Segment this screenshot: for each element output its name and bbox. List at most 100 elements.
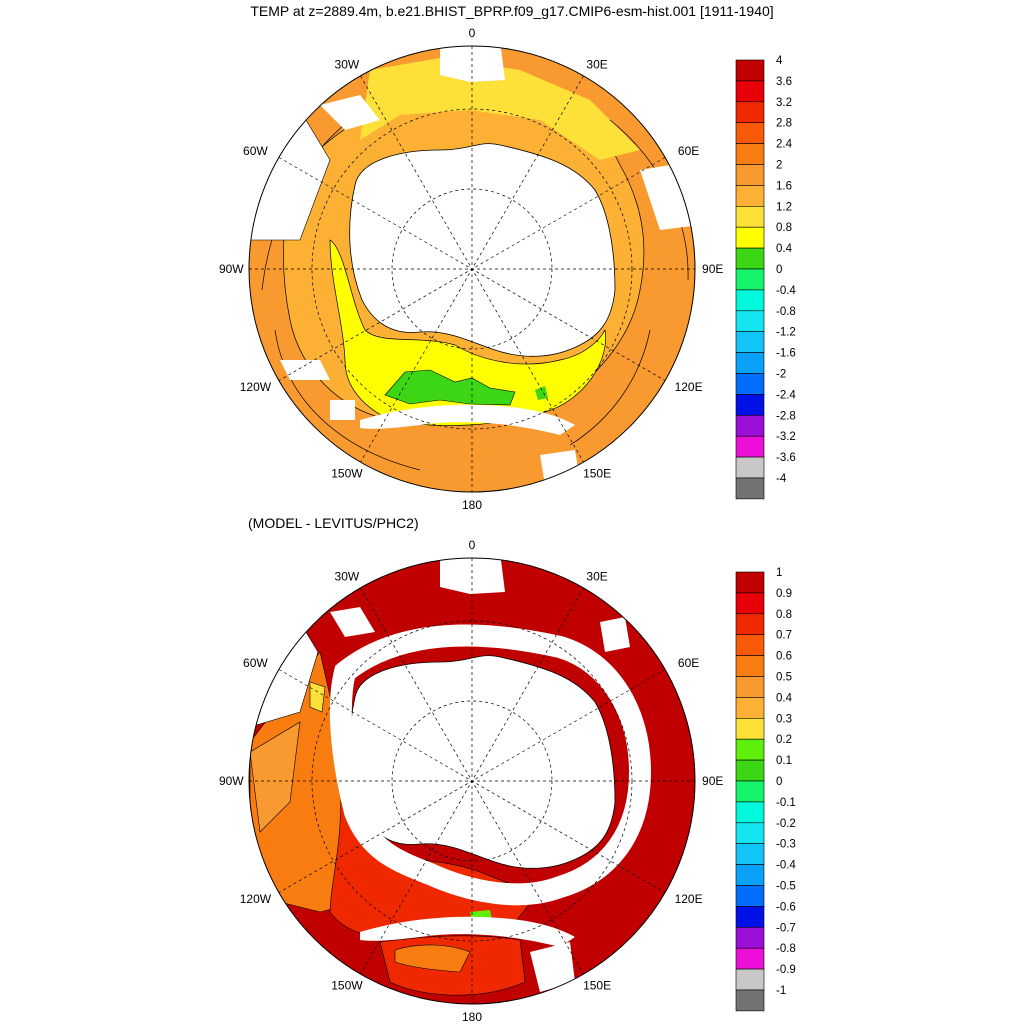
colorbar-swatch: [735, 331, 765, 353]
colorbar-tick-label: 0.3: [776, 713, 792, 725]
colorbar-swatch: [735, 864, 765, 886]
africa-land: [440, 558, 505, 594]
colorbar-tick-label: -2.8: [776, 410, 796, 422]
colorbar-tick-label: -0.8: [776, 306, 796, 318]
colorbar-swatch: [735, 989, 765, 1012]
colorbar-tick-label: -0.6: [776, 901, 796, 913]
longitude-label: 90E: [702, 774, 723, 788]
colorbar-tick-label: 2.8: [776, 118, 792, 130]
longitude-label: 90W: [219, 774, 244, 788]
longitude-label: 60E: [678, 144, 699, 158]
colorbar-tick-label: -0.8: [776, 943, 796, 955]
pacific-gap-3: [330, 400, 355, 420]
colorbar-tick-label: 2.4: [776, 139, 793, 151]
difference-title: (MODEL - LEVITUS/PHC2): [248, 515, 419, 531]
colorbar-tick-label: -0.9: [776, 964, 796, 976]
colorbar-tick-label: -3.2: [776, 431, 796, 443]
colorbar-tick-label: -3.6: [776, 452, 796, 464]
contour-line: [569, 329, 651, 446]
colorbar-tick-label: 0.5: [776, 672, 792, 684]
longitude-label: 120E: [675, 380, 703, 394]
colorbar-tick-label: 0.8: [776, 222, 792, 234]
map-boundary: [248, 557, 696, 1005]
colorbar-swatch: [735, 571, 765, 594]
longitude-label: 30W: [335, 570, 360, 584]
longitude-label: 120W: [240, 380, 272, 394]
colorbar-swatch: [735, 801, 765, 824]
colorbar-swatch: [735, 394, 765, 416]
colorbar-tick-label: 0: [776, 264, 782, 276]
colorbar-tick-label: 0.2: [776, 734, 792, 746]
colorbar-swatch: [735, 906, 765, 928]
colorbar-swatch: [735, 101, 765, 124]
colorbar-swatch: [735, 718, 765, 740]
colorbar-swatch: [735, 613, 765, 636]
contour-line: [274, 329, 421, 471]
colorbar-tick-label: -0.2: [776, 818, 796, 830]
colorbar-tick-label: 3.2: [776, 97, 792, 109]
colorbar-swatch: [735, 926, 765, 949]
colorbar-swatch: [735, 247, 765, 270]
colorbar-tick-label: 3.6: [776, 76, 792, 88]
pacific-gap-1: [280, 360, 330, 380]
longitude-label: 60E: [678, 656, 699, 670]
longitude-label: 150E: [583, 978, 611, 992]
pacific-gap: [530, 942, 575, 992]
colorbar-swatch: [735, 435, 765, 458]
longitude-label: 150W: [331, 978, 363, 992]
longitude-label: 30E: [586, 570, 607, 584]
colorbar-tick-label: 0: [776, 776, 782, 788]
shelf-mask: [329, 624, 652, 906]
colorbar-tick-label: -0.5: [776, 881, 796, 893]
longitude-label: 150E: [583, 466, 611, 480]
colorbar-swatch: [735, 206, 765, 228]
colorbar-tick-label: -1.6: [776, 348, 796, 360]
longitude-label: 90E: [702, 262, 723, 276]
graticule: [249, 46, 695, 492]
chart-title: TEMP at z=2889.4m, b.e21.BHIST_BPRP.f09_…: [250, 3, 774, 19]
longitude-label: 60W: [243, 144, 268, 158]
colorbar-tick-label: -1.2: [776, 327, 796, 339]
longitude-labels: 0 30E 60E 90E 120E 150E 180 150W 120W 90W 60W 30W: [219, 538, 723, 1024]
colorbar-swatch: [735, 268, 765, 291]
colorbar-tick-label: 0.4: [776, 243, 793, 255]
temperature-map: 0 30E 60E 90E 120E 150E 180 150W 120W 90W 60W 30W 4…: [219, 26, 796, 512]
colorbar-tick-label: 0.7: [776, 630, 792, 642]
crozet-gap: [600, 617, 630, 652]
colorbar-swatch: [735, 759, 765, 782]
colorbar-swatch: [735, 59, 765, 82]
colorbar-tick-label: 1.2: [776, 201, 792, 213]
colorbar-swatch: [735, 122, 765, 144]
colorbar-tick-label: 4: [776, 55, 783, 67]
colorbar-tick-label: -0.4: [776, 860, 796, 872]
antarctica-land: [349, 143, 616, 357]
scotia-gap: [320, 95, 380, 130]
longitude-label: 120E: [675, 892, 703, 906]
field-0.4-0.8: [384, 369, 516, 406]
colorbar-tick-label: 0.9: [776, 588, 792, 600]
longitude-label: 180: [462, 498, 482, 512]
colorbar-swatch: [735, 143, 765, 165]
field-0.6-0.7-south: [394, 944, 471, 973]
colorbar-tick-label: 0.4: [776, 692, 793, 704]
colorbar-tick-label: 0.6: [776, 651, 792, 663]
colorbar-tick-label: 2: [776, 160, 782, 172]
colorbar-swatch: [735, 414, 765, 437]
antarctica-land: [349, 655, 616, 869]
longitude-label: 0: [469, 538, 476, 552]
colorbar-tick-label: -0.3: [776, 839, 796, 851]
ross-shelf-mask: [360, 404, 575, 435]
colorbar-tick-label: -0.7: [776, 922, 796, 934]
longitude-label: 180: [462, 1010, 482, 1024]
colorbar-swatch: [735, 843, 765, 865]
colorbar-tick-label: -0.1: [776, 797, 796, 809]
colorbar: 4 3.6 3.2 2.8 2.4 2 1.6 1.2 0.8 0.4 0 -0.4 -0.8 -1.2 -…: [735, 55, 796, 500]
scotia-gap: [330, 607, 375, 637]
colorbar-swatch: [735, 655, 765, 677]
colorbar-tick-label: 0.8: [776, 609, 792, 621]
colorbar-swatch: [735, 968, 765, 991]
africa-land: [440, 46, 505, 82]
map-boundary: [248, 45, 696, 493]
colorbar-tick-label: -4: [776, 473, 787, 485]
colorbar-swatch: [735, 676, 765, 698]
